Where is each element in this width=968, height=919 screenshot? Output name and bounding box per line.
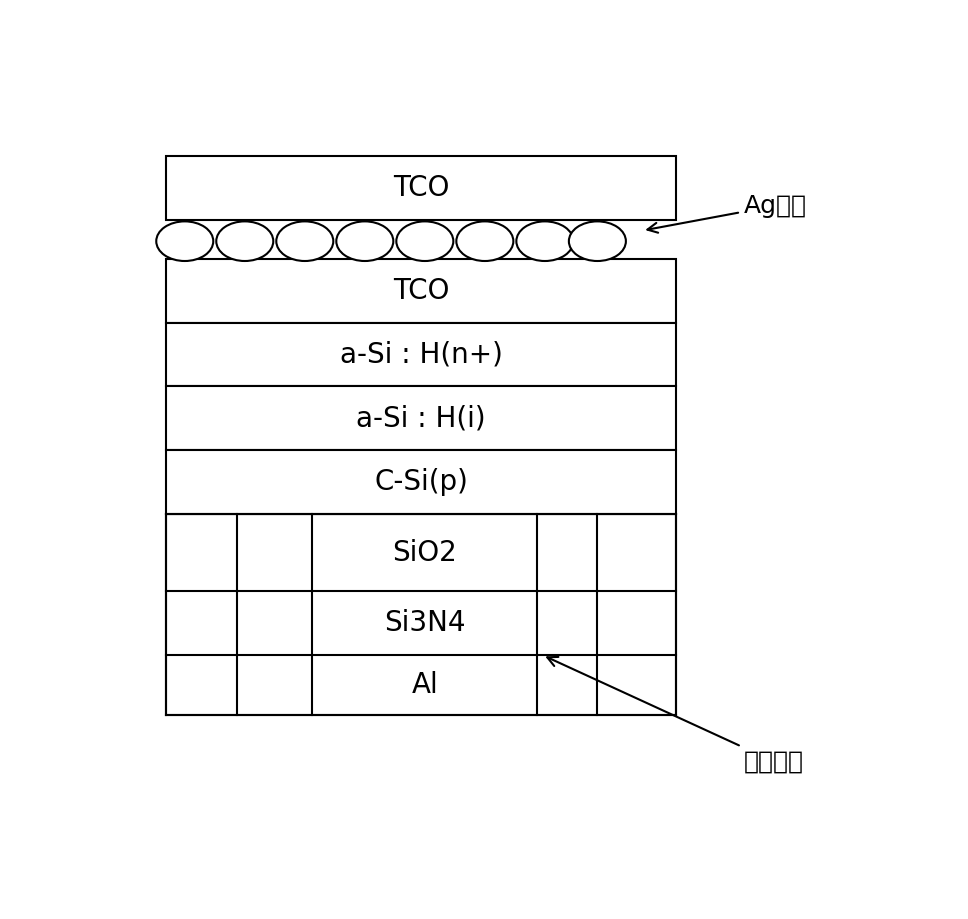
Ellipse shape (516, 221, 573, 261)
Bar (166, 156, 676, 220)
Ellipse shape (396, 221, 453, 261)
Text: Si3N4: Si3N4 (384, 609, 466, 637)
Bar (166, 323, 676, 386)
Text: C-Si(p): C-Si(p) (375, 468, 468, 495)
Ellipse shape (276, 221, 333, 261)
Bar (166, 450, 676, 514)
Bar (166, 259, 676, 323)
Text: 激光开槽: 激光开槽 (547, 657, 803, 773)
Bar (166, 514, 676, 715)
Text: SiO2: SiO2 (392, 539, 457, 566)
Ellipse shape (156, 221, 213, 261)
Text: TCO: TCO (393, 174, 449, 202)
Ellipse shape (456, 221, 513, 261)
Ellipse shape (336, 221, 393, 261)
Text: a-Si : H(n+): a-Si : H(n+) (340, 340, 502, 369)
Ellipse shape (569, 221, 626, 261)
Ellipse shape (216, 221, 273, 261)
Text: Ag颗粒: Ag颗粒 (648, 194, 806, 233)
Text: TCO: TCO (393, 277, 449, 305)
Text: a-Si : H(i): a-Si : H(i) (356, 404, 486, 432)
Text: Al: Al (411, 671, 439, 699)
Bar (166, 386, 676, 450)
